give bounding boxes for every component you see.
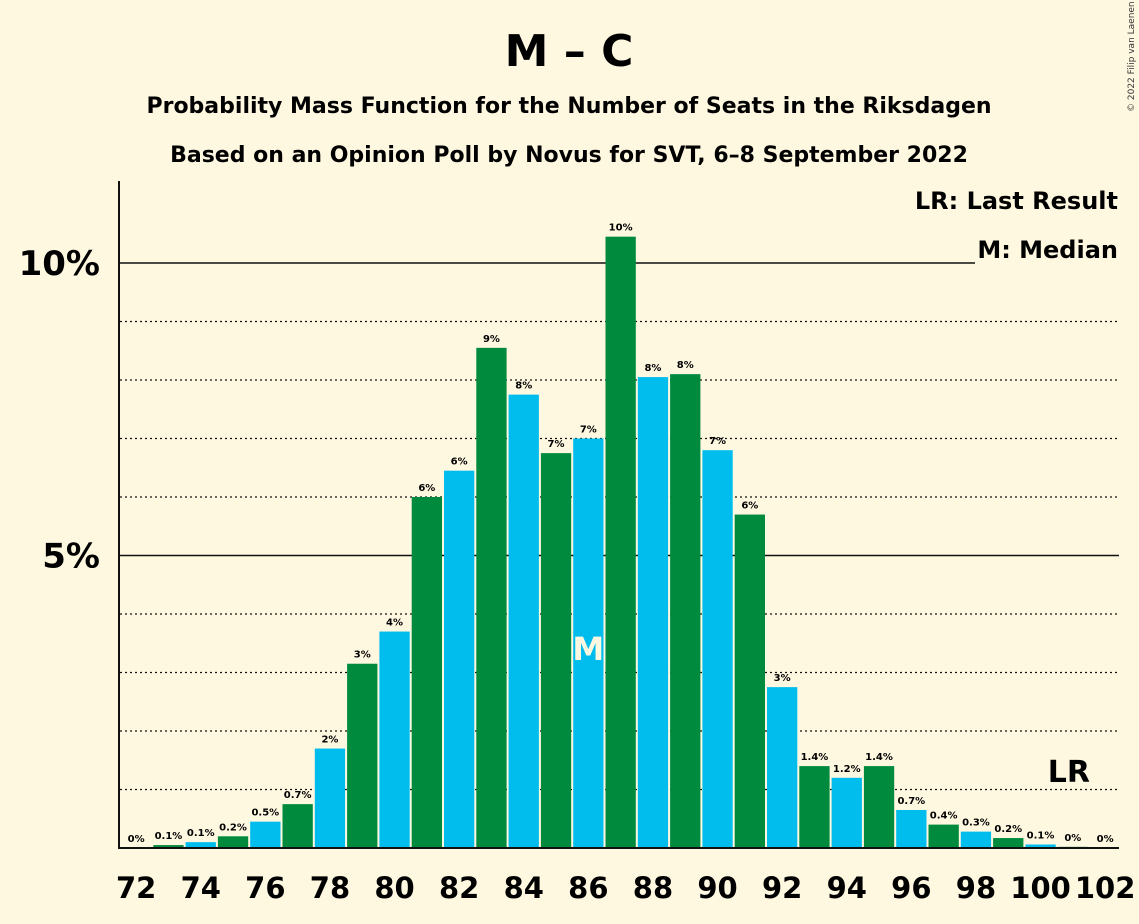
data-label-seat-89: 8%: [677, 360, 694, 371]
x-tick-label-84: 84: [504, 871, 544, 905]
x-tick-label-80: 80: [374, 871, 414, 905]
x-tick-label-72: 72: [116, 871, 156, 905]
bar-seat-83: [476, 347, 507, 848]
x-tick-label-102: 102: [1075, 871, 1136, 905]
x-tick-label-82: 82: [439, 871, 479, 905]
data-label-seat-99: 0.2%: [994, 824, 1022, 835]
y-tick-labels: 5% 10%: [19, 244, 100, 577]
x-tick-label-88: 88: [633, 871, 673, 905]
data-labels: 0% 0.1% 0.1% 0.2% 0.5% 0.7% 2% 3% 4% 6% 6% 9% 8% 7% 7%…: [128, 223, 1114, 845]
data-label-seat-77: 0.7%: [284, 790, 312, 801]
bar-seat-76: [250, 821, 281, 848]
bar-seat-98: [960, 831, 992, 848]
data-label-seat-73: 0.1%: [155, 831, 183, 842]
y-tick-label-10: 10%: [19, 244, 100, 284]
bar-seat-85: [540, 453, 572, 848]
bar-seat-73: [153, 845, 184, 848]
data-label-seat-82: 6%: [451, 457, 468, 468]
data-label-seat-100: 0.1%: [1027, 830, 1055, 841]
x-tick-label-100: 100: [1010, 871, 1071, 905]
copyright-notice: © 2022 Filip van Laenen: [1127, 1, 1137, 112]
x-tick-label-98: 98: [956, 871, 996, 905]
bar-seat-90: [702, 450, 733, 848]
data-label-seat-98: 0.3%: [962, 818, 990, 829]
data-label-seat-85: 7%: [548, 439, 565, 450]
bar-seat-79: [347, 663, 378, 848]
bar-seat-77: [282, 804, 313, 848]
data-label-seat-86: 7%: [580, 425, 597, 436]
data-label-seat-91: 6%: [741, 501, 758, 512]
data-label-seat-95: 1.4%: [865, 752, 893, 763]
x-tick-label-78: 78: [310, 871, 350, 905]
data-label-seat-88: 8%: [644, 363, 661, 374]
chart-subtitle-poll: Based on an Opinion Poll by Novus for SV…: [170, 143, 968, 168]
bar-seat-95: [863, 766, 895, 848]
x-tick-label-90: 90: [697, 871, 737, 905]
bar-seat-94: [831, 777, 862, 848]
bar-seat-99: [993, 838, 1024, 848]
markers: M LR: [572, 630, 1090, 790]
data-label-seat-87: 10%: [609, 223, 633, 234]
chart-subtitle: Probability Mass Function for the Number…: [146, 94, 991, 119]
data-label-seat-83: 9%: [483, 334, 500, 345]
bars: [153, 236, 1088, 849]
x-tick-labels: 72 74 76 78 80 82 84 86 88 90 92 94 96 98 100 102: [116, 871, 1135, 905]
bar-seat-92: [767, 687, 798, 848]
bar-seat-86: [573, 438, 604, 848]
data-label-seat-90: 7%: [709, 436, 726, 447]
legend-median: M: Median: [977, 236, 1118, 264]
x-tick-label-96: 96: [891, 871, 931, 905]
y-tick-label-5: 5%: [42, 537, 100, 577]
data-label-seat-97: 0.4%: [930, 811, 958, 822]
bar-seat-87: [605, 236, 636, 849]
data-label-seat-96: 0.7%: [897, 796, 925, 807]
x-tick-label-74: 74: [181, 871, 221, 905]
data-label-seat-92: 3%: [774, 673, 791, 684]
bar-seat-80: [379, 631, 410, 848]
legend-bg-m: [975, 233, 1121, 267]
bar-seat-75: [217, 836, 249, 848]
last-result-marker: LR: [1048, 755, 1090, 790]
bar-seat-82: [444, 470, 475, 848]
bar-seat-91: [734, 514, 765, 848]
bar-seat-74: [185, 842, 216, 848]
data-label-seat-94: 1.2%: [833, 764, 861, 775]
bar-seat-93: [799, 766, 830, 848]
data-label-seat-101: 0%: [1064, 833, 1081, 844]
data-label-seat-79: 3%: [354, 650, 371, 661]
data-label-seat-80: 4%: [386, 618, 403, 629]
data-label-seat-72: 0%: [128, 834, 145, 845]
x-tick-label-92: 92: [762, 871, 802, 905]
legend-last-result: LR: Last Result: [915, 187, 1118, 215]
bar-seat-78: [314, 748, 346, 848]
legend-bg-lr: [925, 184, 1121, 218]
x-tick-label-94: 94: [827, 871, 867, 905]
bar-seat-100: [1025, 844, 1056, 848]
data-label-seat-75: 0.2%: [219, 822, 247, 833]
data-label-seat-76: 0.5%: [251, 808, 279, 819]
bar-seat-81: [411, 497, 442, 848]
data-label-seat-102: 0%: [1097, 834, 1114, 845]
median-marker: M: [572, 630, 604, 668]
data-label-seat-78: 2%: [321, 735, 338, 746]
x-tick-label-76: 76: [245, 871, 285, 905]
chart-title: M – C: [505, 26, 634, 77]
bar-seat-88: [637, 377, 669, 848]
data-label-seat-81: 6%: [418, 483, 435, 494]
bar-seat-96: [896, 809, 927, 848]
bar-seat-97: [928, 824, 959, 848]
data-label-seat-74: 0.1%: [187, 828, 215, 839]
x-tick-label-86: 86: [568, 871, 608, 905]
bar-seat-84: [508, 394, 539, 848]
bar-seat-89: [670, 374, 701, 848]
data-label-seat-84: 8%: [515, 381, 532, 392]
data-label-seat-93: 1.4%: [801, 752, 829, 763]
